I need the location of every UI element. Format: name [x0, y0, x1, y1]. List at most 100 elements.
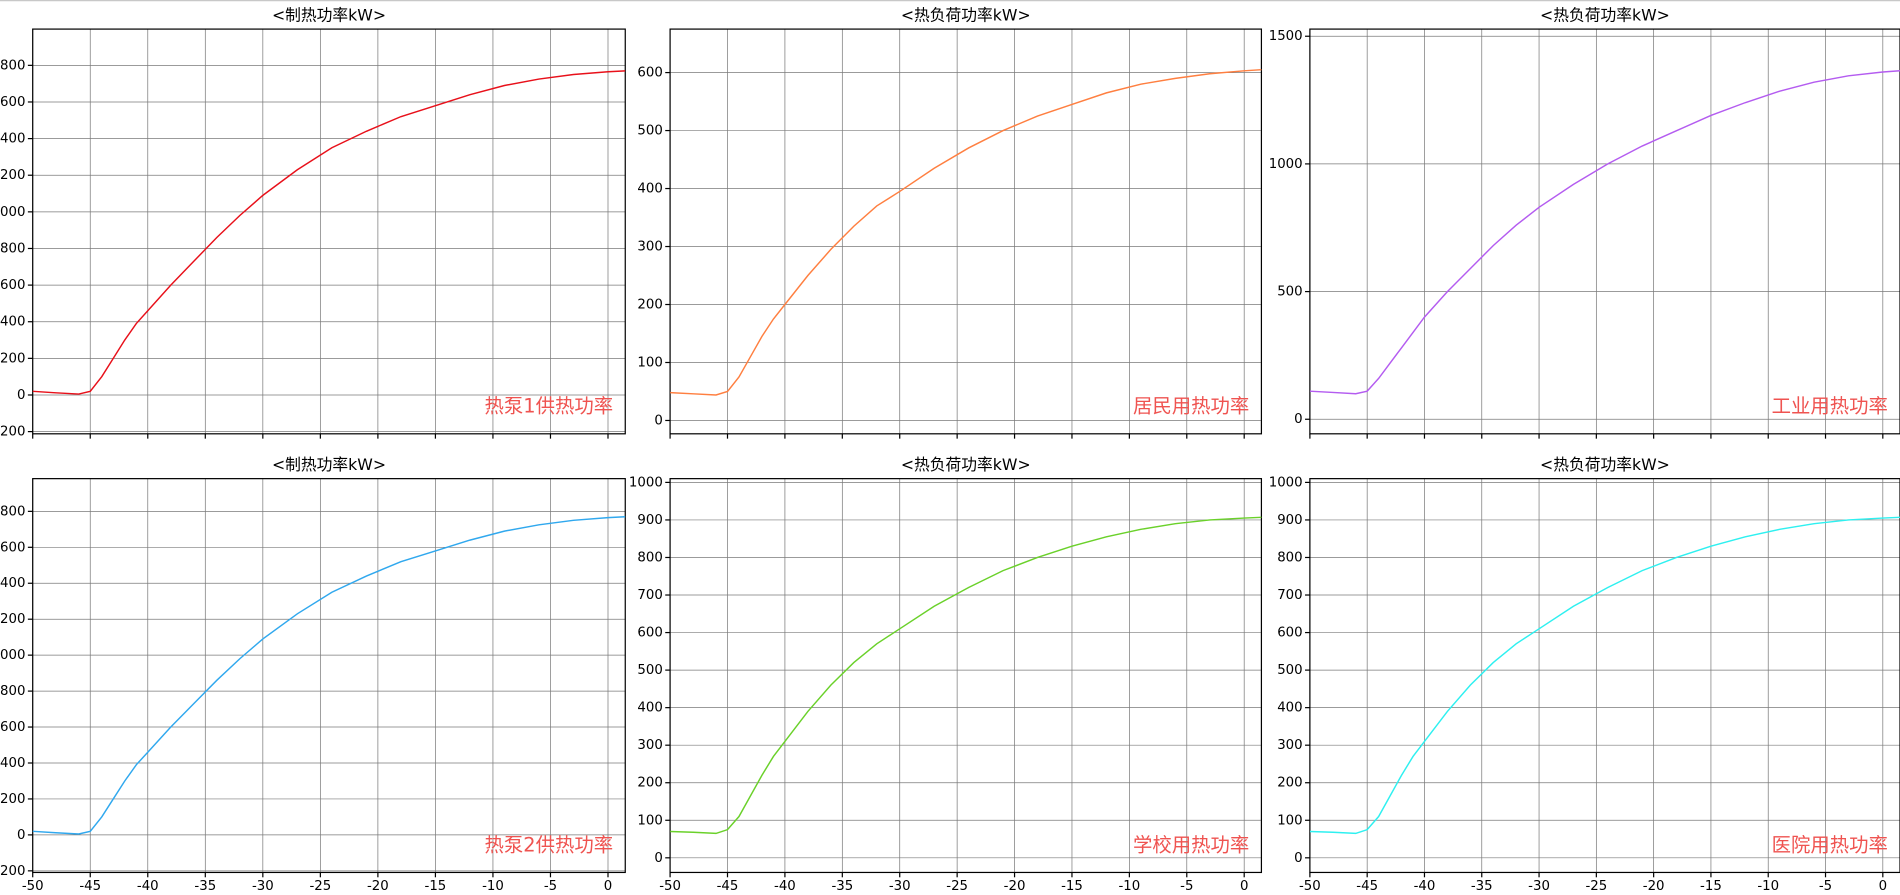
y-tick-label: 500	[1277, 285, 1302, 300]
x-tick-label: 0	[1879, 879, 1887, 894]
y-tick-label: 1000	[629, 475, 663, 490]
y-tick-label: 1000	[0, 205, 25, 220]
x-tick-label: -5	[1180, 879, 1193, 894]
x-tick-label: -50	[659, 879, 681, 894]
y-tick-label: 300	[637, 240, 662, 255]
y-tick-label: 100	[1277, 813, 1302, 828]
y-tick-label: 700	[1277, 588, 1302, 603]
x-tick-label: -40	[1414, 879, 1436, 894]
x-tick-label: -20	[1004, 879, 1026, 894]
x-tick-label: 0	[1240, 879, 1248, 894]
plot-frame	[32, 478, 626, 874]
y-tick-label: 1800	[0, 58, 25, 73]
y-tick-label: 1800	[0, 504, 25, 519]
y-tick-label: 700	[637, 588, 662, 603]
x-tick-label: -5	[1819, 879, 1832, 894]
y-tick-label: 900	[1277, 513, 1302, 528]
x-tick-label: -45	[1356, 879, 1378, 894]
y-tick-label: -200	[0, 425, 25, 440]
x-tick-label: -35	[194, 879, 216, 894]
y-tick-label: 900	[637, 513, 662, 528]
y-tick-label: 1600	[0, 540, 25, 555]
x-tick-label: -15	[1700, 879, 1722, 894]
x-tick-label: -25	[309, 879, 331, 894]
y-tick-label: 800	[637, 550, 662, 565]
y-tick-label: 500	[637, 124, 662, 139]
chart-title: <制热功率kW>	[272, 455, 386, 474]
y-tick-label: 400	[0, 315, 25, 330]
chart-title: <热负荷功率kW>	[1540, 5, 1670, 24]
data-line	[32, 516, 626, 835]
y-tick-label: 0	[1294, 412, 1302, 427]
legend-entry: 热泵2供热功率	[485, 833, 614, 856]
y-tick-label: 100	[637, 813, 662, 828]
chart-title: <制热功率kW>	[272, 5, 386, 24]
y-tick-label: 1200	[0, 612, 25, 627]
legend-entry: 居民用热功率	[1133, 395, 1249, 418]
y-tick-label: 0	[1294, 851, 1302, 866]
x-tick-label: -25	[946, 879, 968, 894]
legend-entry: 热泵1供热功率	[485, 395, 614, 418]
x-tick-label: -30	[889, 879, 911, 894]
chart-title: <热负荷功率kW>	[901, 5, 1031, 24]
y-tick-label: 100	[637, 355, 662, 370]
y-tick-label: 0	[17, 388, 25, 403]
data-line	[670, 68, 1262, 396]
plot-frame	[669, 478, 1263, 874]
y-tick-label: 200	[637, 776, 662, 791]
y-tick-label: 600	[0, 278, 25, 293]
y-tick-label: 400	[0, 756, 25, 771]
y-tick-label: 1000	[1269, 157, 1303, 172]
y-tick-label: 1200	[0, 168, 25, 183]
y-tick-label: 300	[1277, 738, 1302, 753]
y-tick-label: 1500	[1269, 29, 1303, 44]
x-tick-label: -10	[1118, 879, 1140, 894]
x-tick-label: -50	[22, 879, 44, 894]
y-tick-label: 300	[637, 738, 662, 753]
x-tick-label: -15	[425, 879, 447, 894]
x-tick-label: -25	[1585, 879, 1607, 894]
plot-frame	[1309, 478, 1900, 874]
x-tick-label: -10	[1757, 879, 1779, 894]
y-tick-label: 400	[637, 701, 662, 716]
x-tick-label: -45	[79, 879, 101, 894]
y-tick-label: 0	[654, 851, 662, 866]
x-tick-label: -30	[252, 879, 274, 894]
x-tick-label: -20	[1643, 879, 1665, 894]
y-tick-label: 600	[637, 66, 662, 81]
plot-frame	[32, 28, 626, 435]
x-tick-label: -50	[1299, 879, 1321, 894]
y-tick-label: 800	[0, 241, 25, 256]
y-tick-label: 400	[1277, 701, 1302, 716]
y-tick-label: 400	[637, 182, 662, 197]
y-tick-label: 500	[637, 663, 662, 678]
y-tick-label: 0	[17, 828, 25, 843]
plot-frame	[669, 28, 1263, 435]
y-tick-label: 200	[0, 792, 25, 807]
y-tick-label: 200	[1277, 776, 1302, 791]
y-tick-label: 0	[654, 413, 662, 428]
y-tick-label: 200	[0, 351, 25, 366]
data-line	[1309, 69, 1900, 395]
y-tick-label: 800	[1277, 550, 1302, 565]
y-tick-label: 200	[637, 298, 662, 313]
x-tick-label: -15	[1061, 879, 1083, 894]
x-tick-label: -35	[831, 879, 853, 894]
y-tick-label: 600	[0, 720, 25, 735]
x-tick-label: -10	[482, 879, 504, 894]
x-tick-label: -45	[717, 879, 739, 894]
legend-entry: 医院用热功率	[1772, 833, 1888, 856]
x-tick-label: -40	[774, 879, 796, 894]
x-tick-label: -40	[137, 879, 159, 894]
x-tick-label: -30	[1528, 879, 1550, 894]
y-tick-label: 600	[637, 626, 662, 641]
y-tick-label: 500	[1277, 663, 1302, 678]
x-tick-label: 0	[604, 879, 612, 894]
data-line	[670, 516, 1262, 835]
y-tick-label: 1400	[0, 576, 25, 591]
legend-entry: 工业用热功率	[1772, 395, 1888, 418]
x-tick-label: -5	[544, 879, 557, 894]
